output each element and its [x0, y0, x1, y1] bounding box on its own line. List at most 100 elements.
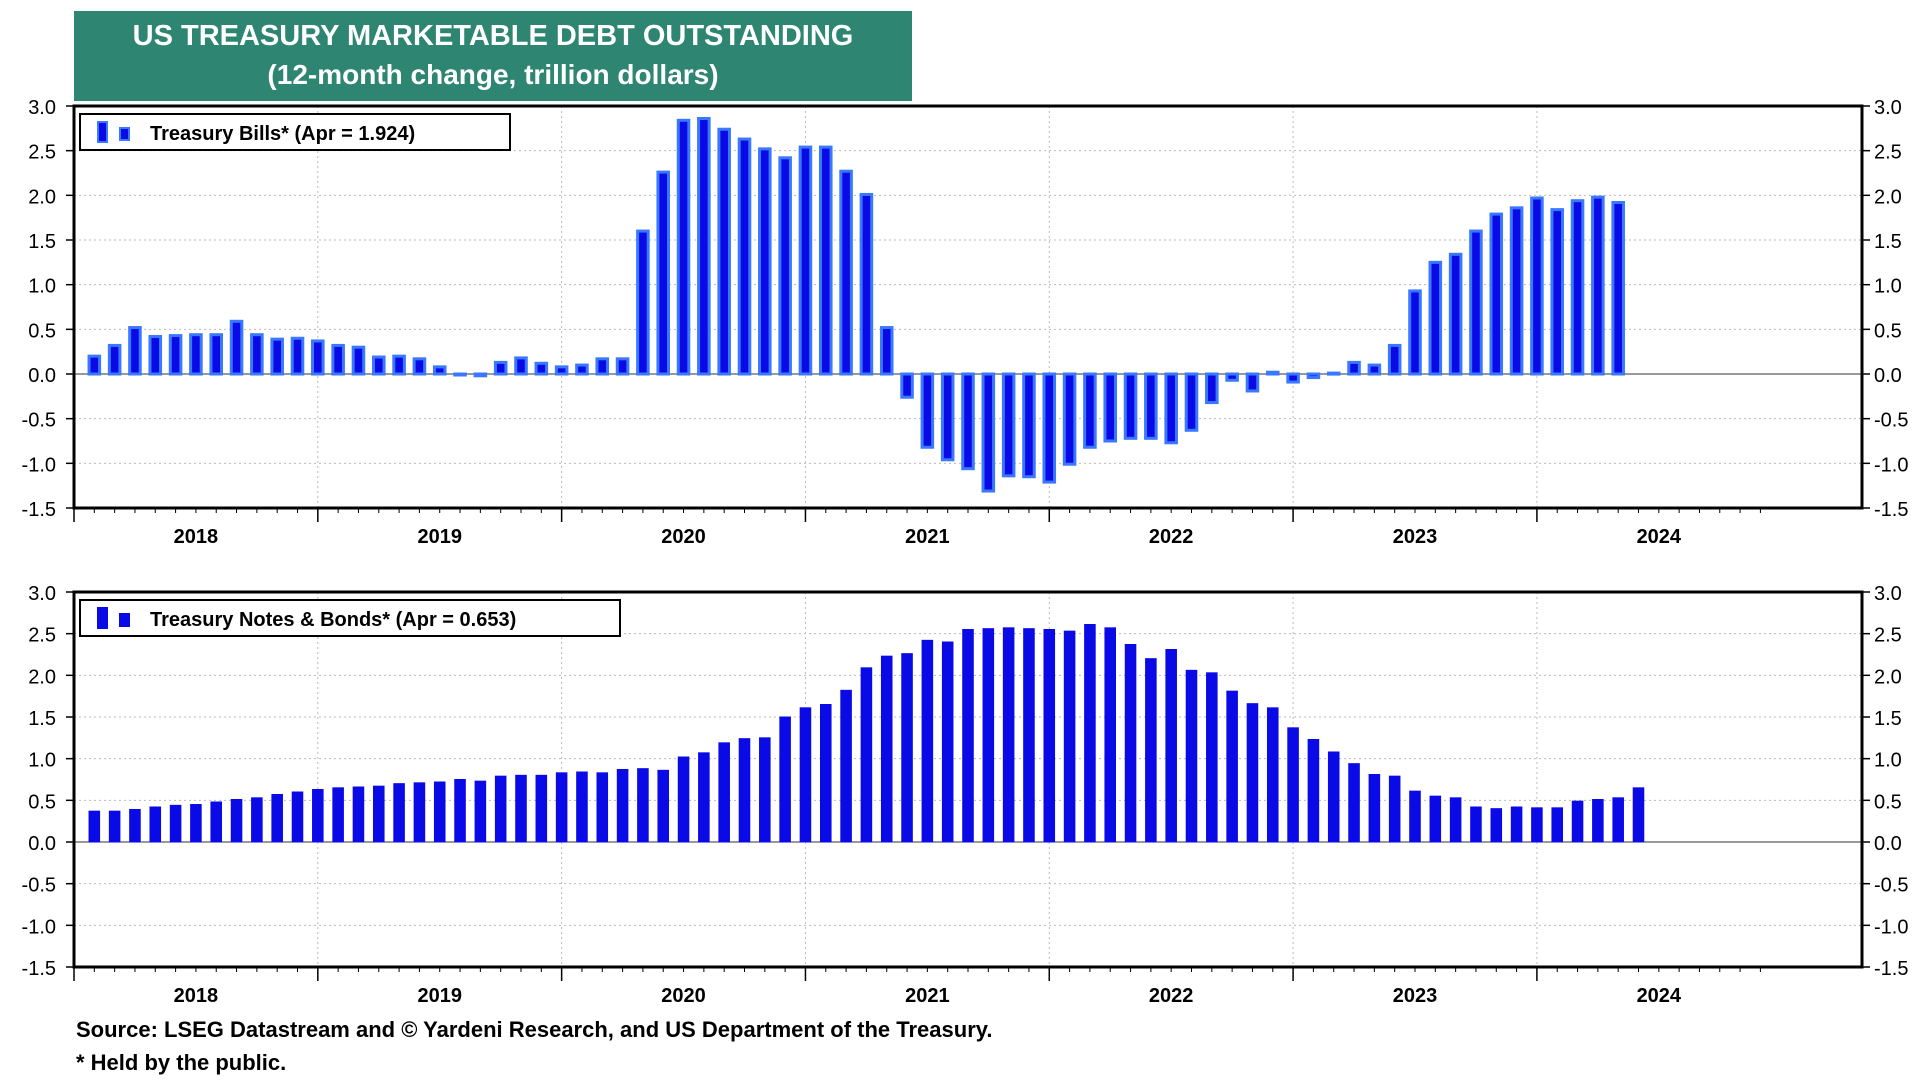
bar [698, 752, 710, 843]
bar [1245, 372, 1260, 393]
bar [1531, 807, 1543, 843]
bar [311, 339, 325, 376]
bar [799, 707, 812, 843]
bar [453, 372, 467, 377]
y-tick-label-left: 0.0 [28, 365, 56, 387]
y-tick-label-right: -1.0 [1874, 454, 1908, 476]
bar [637, 768, 649, 843]
bar [1550, 208, 1565, 376]
bar [676, 118, 691, 376]
y-tick-label-left: 1.5 [28, 231, 56, 253]
y-tick-label-right: 1.0 [1874, 276, 1902, 298]
y-tick-label-left: 2.0 [28, 666, 56, 688]
y-tick-label-right: 2.0 [1874, 186, 1902, 208]
bar [149, 806, 162, 843]
y-tick-label-right: 0.0 [1874, 365, 1902, 387]
bar [433, 781, 446, 843]
bar [1144, 372, 1158, 440]
bar [1510, 806, 1523, 843]
bar [494, 775, 507, 843]
bar [961, 372, 975, 471]
bar [759, 737, 771, 843]
y-tick-label-right: 2.5 [1874, 625, 1902, 647]
legend-label: Treasury Bills* (Apr = 1.924) [150, 123, 415, 145]
bar [1592, 799, 1604, 843]
bar [372, 785, 385, 843]
bar [270, 337, 284, 376]
bar [271, 794, 283, 843]
bar [1327, 751, 1340, 843]
bar [1387, 343, 1402, 376]
legend-label: Treasury Notes & Bonds* (Apr = 0.653) [150, 609, 516, 631]
bar [555, 772, 568, 843]
bar [677, 756, 690, 843]
legend-box [79, 113, 511, 151]
bar [575, 363, 589, 376]
bar [737, 137, 752, 376]
bar [1002, 627, 1015, 843]
chart-subtitle: (12-month change, trillion dollars) [267, 59, 719, 90]
legend-swatch [97, 607, 108, 629]
bar [1145, 658, 1157, 843]
y-tick-label-left: 1.0 [28, 750, 56, 772]
y-tick-label-left: 3.0 [28, 583, 56, 605]
bar [412, 357, 427, 376]
bar [1123, 372, 1138, 440]
y-tick-label-right: 0.0 [1874, 833, 1902, 855]
bar [189, 333, 203, 376]
y-tick-label-left: 3.0 [28, 97, 56, 119]
bar [819, 704, 832, 843]
bar [616, 769, 629, 843]
legend-swatch [119, 613, 130, 627]
y-tick-label-right: 2.5 [1874, 142, 1902, 164]
x-tick-label: 2019 [417, 526, 462, 548]
bar [515, 774, 527, 843]
legend-swatch [119, 127, 130, 141]
bar [351, 345, 366, 376]
bar [636, 229, 650, 376]
bar [940, 372, 955, 462]
bar [209, 333, 224, 376]
bar [1489, 212, 1504, 376]
bar [1348, 763, 1360, 843]
bar [1184, 372, 1199, 432]
y-tick-label-right: -0.5 [1874, 410, 1908, 432]
bar [128, 326, 142, 376]
chart-panel-2: 3.0 3.0 2.5 2.5 2.0 2.0 1.5 1.5 1.0 1.0 0.5 0.5 0.0 0… [22, 583, 1909, 1007]
bar [1428, 260, 1443, 376]
y-tick-label-right: 3.0 [1874, 97, 1902, 119]
chart-title-box: US TREASURY MARKETABLE DEBT OUTSTANDING … [74, 11, 912, 101]
bar [331, 343, 345, 376]
x-tick-label: 2024 [1637, 526, 1682, 548]
bar [880, 655, 893, 843]
bar [758, 147, 772, 376]
y-tick-label-right: -1.0 [1874, 916, 1908, 938]
bar [1449, 797, 1462, 843]
bar [229, 319, 244, 376]
bar [1226, 690, 1238, 843]
bar [1347, 360, 1361, 376]
bar [1265, 370, 1280, 376]
bar [108, 810, 121, 843]
y-tick-label-right: 1.0 [1874, 750, 1902, 772]
bar [1022, 372, 1036, 479]
bar [1246, 703, 1259, 843]
x-tick-label: 2021 [905, 985, 950, 1007]
bar [1367, 363, 1382, 376]
bar [1591, 195, 1605, 376]
footnote: * Held by the public. [76, 1050, 287, 1075]
y-tick-label-left: 0.5 [28, 791, 56, 813]
x-tick-label: 2023 [1393, 985, 1438, 1007]
bar [860, 667, 873, 843]
y-tick-label-right: 1.5 [1874, 231, 1902, 253]
bar [1083, 372, 1097, 449]
bar [534, 361, 549, 376]
bar [901, 653, 913, 843]
chart-title: US TREASURY MARKETABLE DEBT OUTSTANDING [132, 20, 854, 52]
bar [1287, 727, 1299, 843]
bar [778, 156, 792, 376]
bar [1409, 790, 1421, 843]
bar [129, 809, 141, 843]
x-tick-label: 2022 [1149, 526, 1194, 548]
bar [190, 804, 202, 843]
